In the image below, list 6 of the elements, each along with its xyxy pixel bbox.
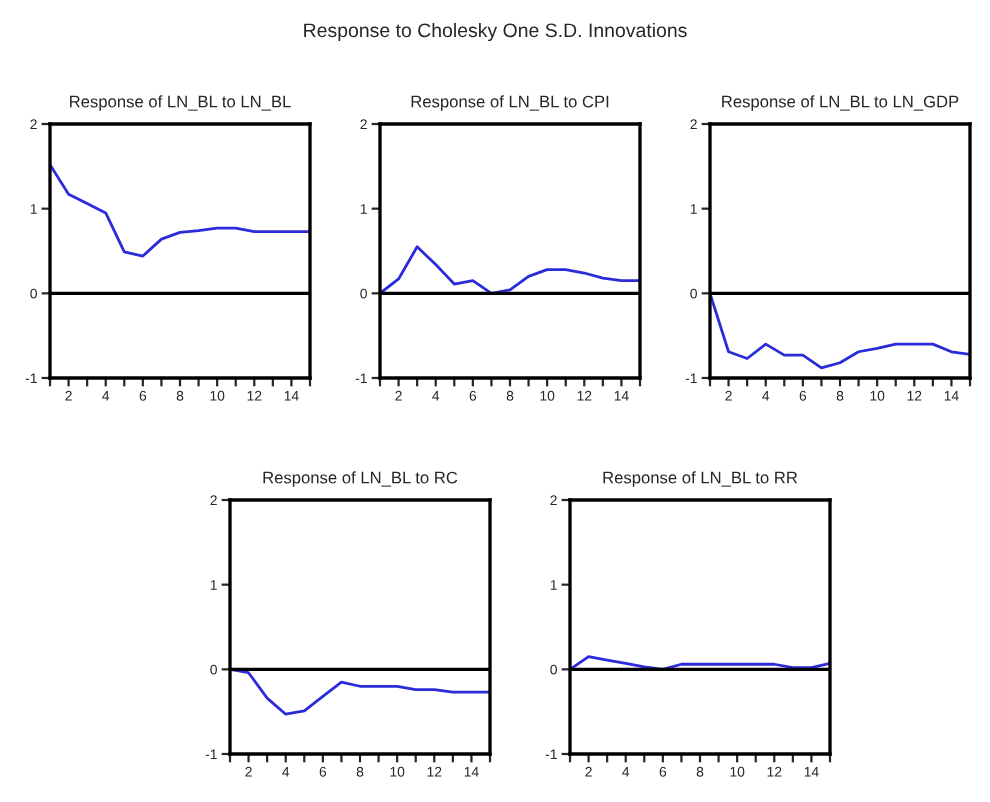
chart-title: Response of LN_BL to LN_GDP xyxy=(722,95,959,111)
chart-title: Response of LN_BL to LN_BL xyxy=(70,95,291,111)
chart-title: Response of LN_BL to RC xyxy=(263,471,458,487)
chart-title: Response of LN_BL to CPI xyxy=(411,95,609,111)
text: Response to Cholesky One S.D. Innovations xyxy=(304,22,687,42)
chart-title: Response of LN_BL to RR xyxy=(603,471,798,487)
